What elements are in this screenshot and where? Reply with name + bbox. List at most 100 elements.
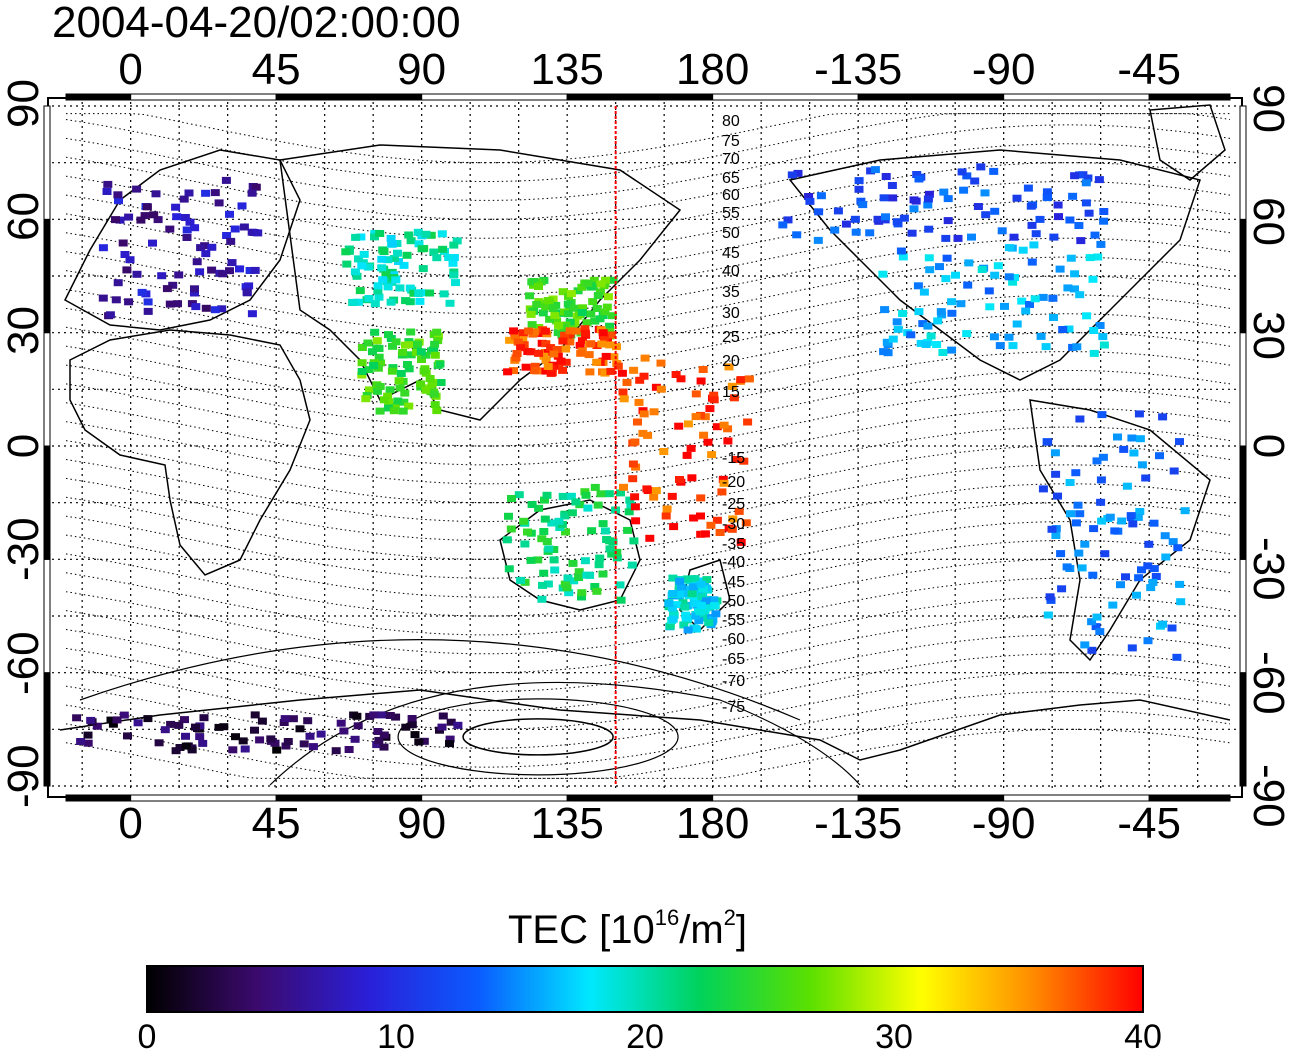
tec-cell — [1043, 438, 1053, 446]
tec-cell — [1081, 179, 1091, 187]
tec-cell — [214, 723, 224, 731]
tec-cell — [1066, 254, 1076, 262]
tec-cell — [1053, 201, 1063, 209]
tec-cell — [165, 300, 175, 308]
tec-cell — [1085, 254, 1095, 262]
y-tick-label-left: 90 — [0, 79, 48, 128]
tec-cell — [184, 189, 194, 197]
tec-cell — [914, 175, 924, 183]
tec-cell — [405, 298, 415, 306]
tec-cell — [534, 349, 544, 357]
tec-cell — [390, 402, 400, 410]
tec-cell — [590, 317, 600, 325]
tec-cell — [649, 493, 659, 501]
tec-cell — [1099, 208, 1109, 215]
tec-cell — [391, 276, 401, 284]
x-tick-label-top: -135 — [814, 45, 903, 94]
mlat-label: -15 — [722, 450, 745, 467]
tec-cell — [881, 213, 890, 221]
tec-cell — [374, 736, 384, 744]
y-tick-label-right: -60 — [1244, 650, 1292, 715]
tec-cell — [429, 346, 439, 354]
tec-cell — [389, 407, 399, 415]
tec-cell — [608, 276, 618, 284]
tec-cell — [668, 574, 678, 582]
tec-cell — [1175, 580, 1185, 588]
tec-cell — [388, 342, 397, 350]
tec-cell — [567, 509, 577, 517]
tec-cell — [598, 329, 608, 337]
tec-cell — [687, 474, 697, 482]
tec-cell — [403, 361, 412, 368]
tec-cell — [363, 263, 373, 271]
tec-cell — [683, 626, 693, 634]
tec-cell — [165, 225, 175, 233]
y-tick-label-left: -30 — [0, 517, 48, 582]
tec-cell — [409, 289, 419, 297]
tec-cell — [682, 451, 692, 459]
tec-cell — [607, 550, 617, 558]
tec-cell — [1050, 449, 1060, 457]
mlat-label: -45 — [722, 574, 745, 591]
tec-cell — [700, 413, 710, 421]
x-tick-label-top: -90 — [971, 45, 1036, 94]
tec-cell — [605, 322, 614, 330]
tec-cell — [549, 556, 559, 564]
tec-cell — [374, 345, 384, 352]
tec-cell — [372, 741, 382, 749]
tec-cell — [850, 215, 860, 223]
tec-cell — [1098, 333, 1108, 341]
tec-cell — [704, 619, 714, 627]
tec-cell — [195, 268, 205, 276]
tec-cell — [989, 167, 999, 175]
tec-cell — [1091, 623, 1101, 631]
tec-cell — [357, 262, 367, 270]
tec-cell — [305, 732, 315, 740]
tec-cell — [612, 548, 622, 556]
tec-cell — [558, 288, 568, 296]
tec-cell — [865, 229, 875, 237]
tec-cell — [514, 491, 524, 499]
y-tick-label-right: 30 — [1244, 310, 1292, 360]
tec-cell — [689, 514, 699, 522]
tec-cell — [667, 492, 677, 500]
colorbar-tick-label: 10 — [377, 1018, 415, 1056]
tec-cell — [446, 718, 456, 726]
mlat-label: 30 — [722, 305, 740, 322]
tec-cell — [394, 377, 404, 385]
tec-cell — [656, 385, 666, 393]
tec-cell — [538, 309, 548, 317]
tec-cell — [357, 359, 367, 367]
tec-cell — [373, 282, 383, 290]
tec-cell — [1088, 275, 1098, 283]
tec-cell — [435, 360, 445, 368]
tec-cell — [222, 232, 232, 239]
tec-cell — [140, 212, 150, 220]
tec-cell — [364, 366, 374, 374]
tec-cell — [718, 475, 728, 483]
tec-cell — [219, 723, 229, 731]
tec-cell — [561, 528, 570, 536]
tec-cell — [354, 255, 363, 263]
tec-cell — [939, 188, 949, 196]
tec-cell — [245, 267, 255, 274]
map-title: 2004-04-20/02:00:00 — [52, 0, 461, 47]
tec-cell — [878, 270, 888, 278]
tec-cell — [505, 336, 515, 344]
tec-cell — [181, 742, 191, 750]
tec-cell — [532, 301, 542, 308]
tec-cell — [1074, 222, 1084, 229]
tec-cell — [429, 248, 439, 256]
tec-cell — [552, 346, 562, 353]
tec-cell — [604, 490, 614, 498]
x-tick-label-top: 45 — [251, 45, 301, 94]
colorbar-tick-label: 40 — [1124, 1018, 1162, 1056]
tec-cell — [525, 292, 535, 300]
mlat-label: -25 — [722, 496, 745, 513]
tec-cell — [593, 501, 603, 509]
tec-cell — [513, 338, 523, 346]
tec-cell — [180, 214, 190, 221]
tec-cell — [734, 507, 744, 515]
tec-cell — [444, 254, 454, 261]
tec-cell — [935, 263, 944, 271]
